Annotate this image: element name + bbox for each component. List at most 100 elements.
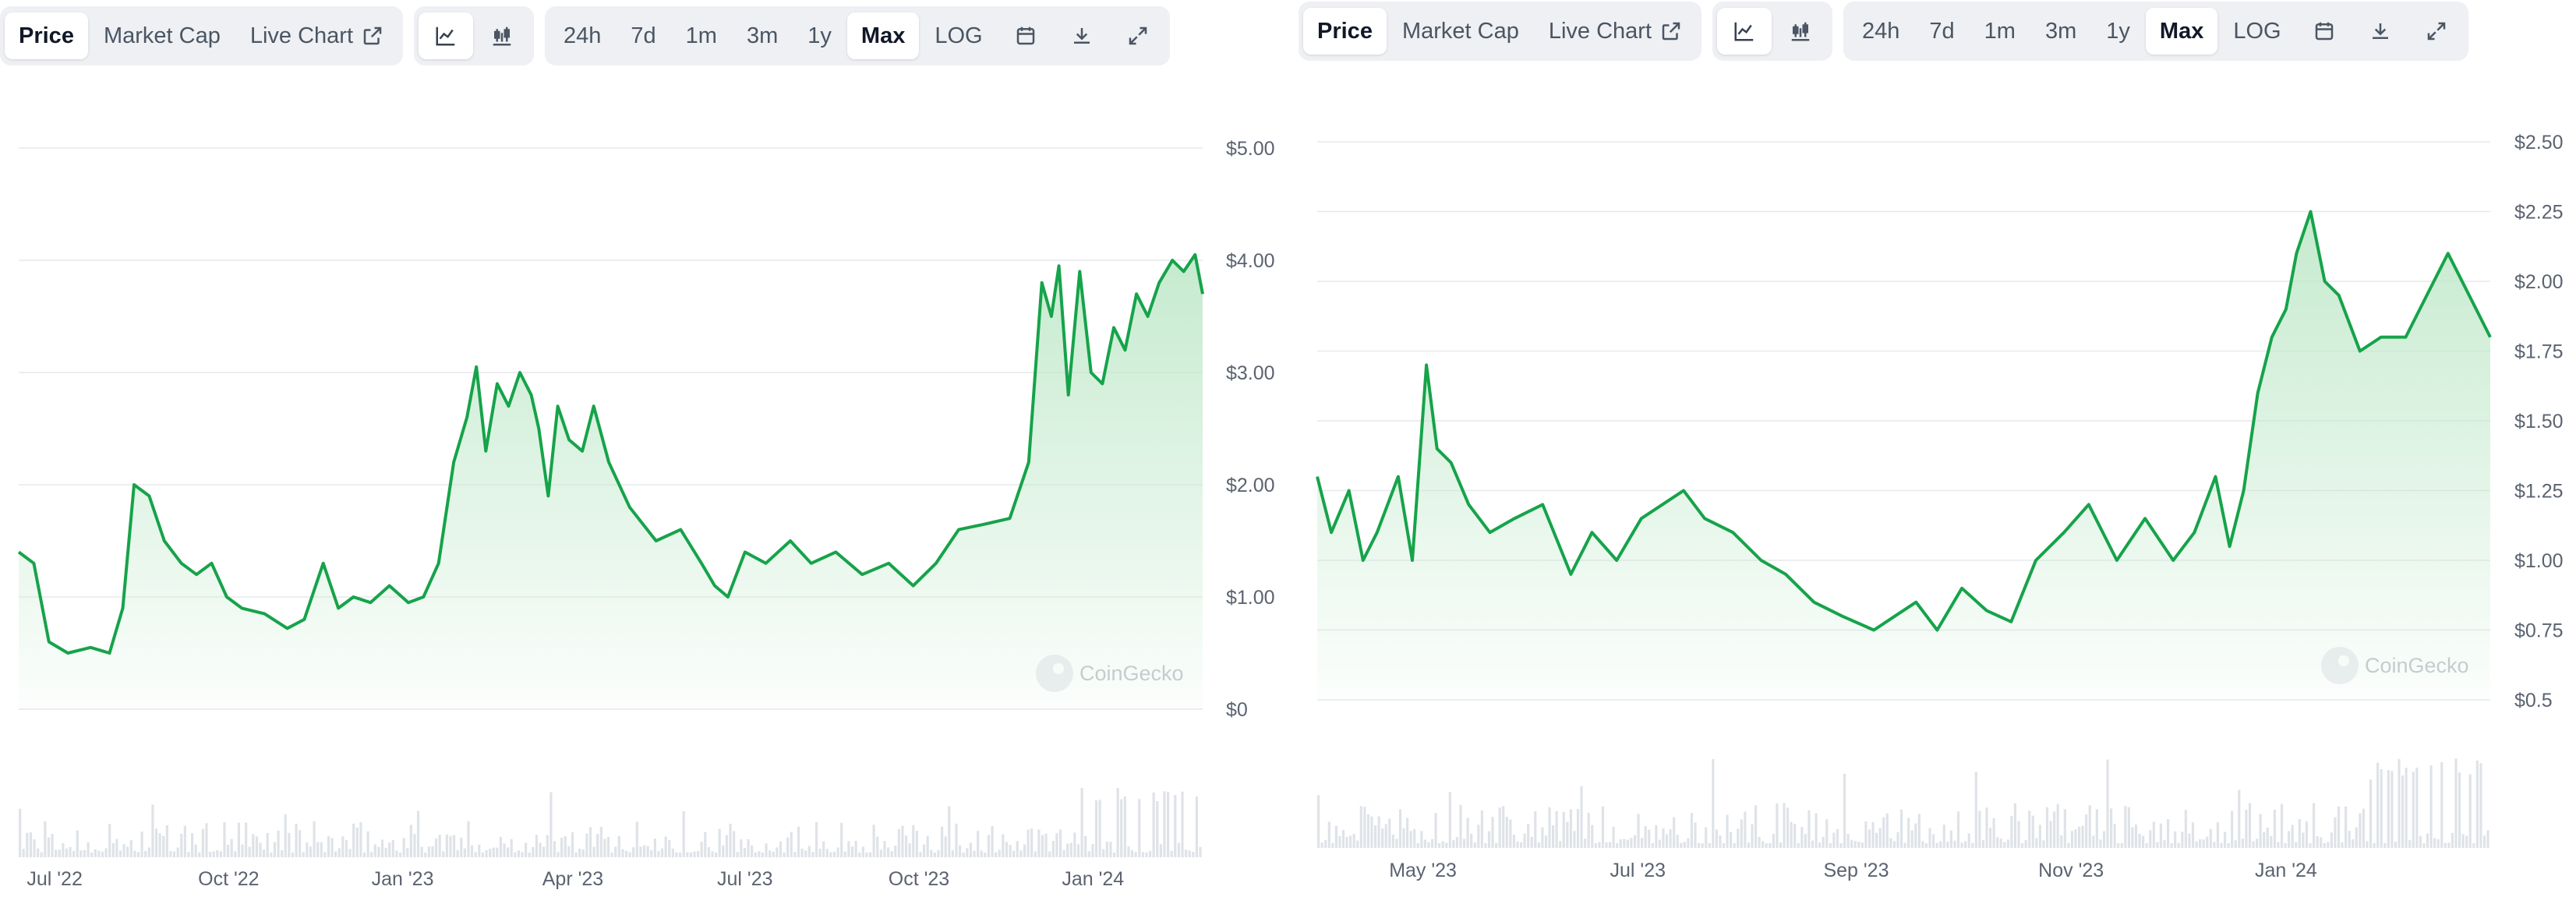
range-3m[interactable]: 3m xyxy=(2044,18,2077,44)
volume-bar xyxy=(2443,842,2447,848)
volume-bar xyxy=(187,851,190,857)
volume-bar xyxy=(313,821,316,857)
volume-bar xyxy=(1062,849,1065,857)
y-tick-label: $1.75 xyxy=(2514,341,2564,363)
volume-bar xyxy=(291,852,295,857)
x-tick-label: May '23 xyxy=(1389,860,1457,881)
line-chart-button[interactable] xyxy=(1717,8,1772,55)
volume-bar xyxy=(610,852,613,857)
volume-bar xyxy=(635,821,638,857)
volume-bar xyxy=(481,852,485,857)
price-chart-left[interactable]: $0$1.00$2.00$3.00$4.00$5.00CoinGeckoJul … xyxy=(0,0,1294,904)
volume-bar xyxy=(2419,835,2422,848)
volume-bar xyxy=(201,828,204,857)
volume-bar xyxy=(1163,791,1166,857)
volume-bar xyxy=(754,852,757,857)
tab-price[interactable]: Price xyxy=(5,12,88,59)
volume-bar xyxy=(1048,851,1051,857)
range-max[interactable]: Max xyxy=(2145,8,2218,55)
volume-bar xyxy=(736,852,739,857)
range-group: 24h 7d 1m 3m 1y Max LOG xyxy=(545,6,1170,65)
log-scale-toggle[interactable]: LOG xyxy=(2233,18,2281,44)
tab-price[interactable]: Price xyxy=(1303,8,1387,55)
candlestick-chart-button[interactable] xyxy=(1773,8,1828,55)
price-chart-right[interactable]: $0.5 $0.75 $1.00 $1.25 $1.50 $1.75 $2.00 $2.25 $… xyxy=(1299,0,2576,904)
tab-market-cap[interactable]: Market Cap xyxy=(1401,18,1519,44)
volume-bar xyxy=(1341,830,1345,848)
range-1m[interactable]: 1m xyxy=(1984,18,2016,44)
volume-bar xyxy=(445,834,448,857)
range-7d[interactable]: 7d xyxy=(631,23,656,48)
range-1y[interactable]: 1y xyxy=(2106,18,2130,44)
volume-bar xyxy=(416,810,420,857)
volume-bar xyxy=(1530,836,1533,848)
volume-bar xyxy=(1605,842,1608,848)
volume-bar xyxy=(998,849,1001,857)
volume-bar xyxy=(1044,833,1048,857)
volume-bar xyxy=(2166,819,2170,848)
y-tick-label: $5.00 xyxy=(1226,138,1275,160)
calendar-button[interactable] xyxy=(2297,8,2352,55)
volume-bar xyxy=(553,841,557,857)
price-area xyxy=(19,254,1203,709)
tab-market-cap[interactable]: Market Cap xyxy=(103,23,221,48)
volume-bar xyxy=(2305,821,2309,848)
volume-bar xyxy=(1758,836,1761,848)
volume-bar xyxy=(2398,758,2401,848)
volume-bar xyxy=(2234,840,2237,848)
volume-bar xyxy=(341,836,345,857)
volume-bar xyxy=(176,847,179,857)
volume-bar xyxy=(1094,800,1098,857)
range-1m[interactable]: 1m xyxy=(685,23,717,48)
tab-live-chart[interactable]: Live Chart xyxy=(1535,8,1697,55)
volume-bar xyxy=(1846,834,1850,848)
volume-bar xyxy=(761,852,765,857)
chart-panel-left: Price Market Cap Live Chart 24h 7d 1m 3m… xyxy=(0,0,1294,904)
volume-bar xyxy=(2295,842,2298,848)
range-7d[interactable]: 7d xyxy=(1929,18,1955,44)
fullscreen-button[interactable] xyxy=(2409,8,2464,55)
range-3m[interactable]: 3m xyxy=(746,23,779,48)
volume-bar xyxy=(693,851,696,857)
volume-bar xyxy=(621,849,624,857)
volume-bar xyxy=(22,849,25,857)
range-24h[interactable]: 24h xyxy=(1862,18,1900,44)
volume-bar xyxy=(1669,829,1672,848)
volume-bar xyxy=(1034,851,1037,857)
volume-bar xyxy=(1487,831,1491,848)
volume-bar xyxy=(1438,842,1441,848)
volume-bar xyxy=(2184,810,2187,848)
volume-bar xyxy=(1552,825,1555,848)
log-scale-toggle[interactable]: LOG xyxy=(935,23,983,48)
volume-bar xyxy=(2006,839,2009,848)
volume-bar xyxy=(1544,835,1548,848)
volume-bar xyxy=(2348,831,2351,848)
volume-bar xyxy=(1715,829,1718,848)
fullscreen-button[interactable] xyxy=(1111,12,1165,59)
volume-bar xyxy=(162,835,165,857)
calendar-button[interactable] xyxy=(998,12,1053,59)
range-1y[interactable]: 1y xyxy=(807,23,832,48)
range-24h[interactable]: 24h xyxy=(564,23,602,48)
line-chart-icon xyxy=(1734,22,1754,41)
volume-bar xyxy=(2373,842,2376,848)
volume-bar xyxy=(904,835,908,857)
download-button[interactable] xyxy=(2353,8,2408,55)
volume-bar xyxy=(650,850,653,857)
volume-bar xyxy=(1105,842,1108,857)
volume-bar xyxy=(668,840,671,857)
candlestick-chart-button[interactable] xyxy=(475,12,529,59)
volume-bar xyxy=(2475,761,2479,848)
volume-bar xyxy=(1195,796,1199,857)
y-tick-label: $2.00 xyxy=(1226,475,1275,496)
volume-bar xyxy=(915,830,918,857)
volume-bar xyxy=(1498,807,1501,848)
line-chart-button[interactable] xyxy=(419,12,474,59)
range-max[interactable]: Max xyxy=(846,12,920,59)
download-button[interactable] xyxy=(1055,12,1109,59)
volume-bar xyxy=(241,844,244,857)
tab-live-chart[interactable]: Live Chart xyxy=(236,12,398,59)
volume-bar xyxy=(951,850,955,857)
volume-bar xyxy=(165,825,168,857)
volume-bar xyxy=(829,852,832,857)
